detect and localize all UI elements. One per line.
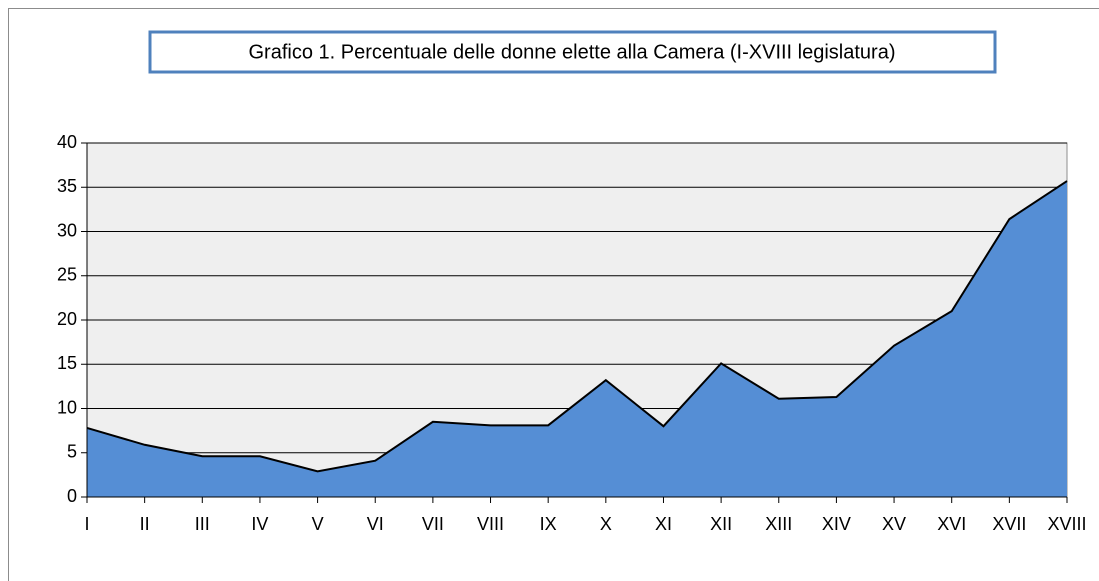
x-tick-label: V (312, 514, 324, 534)
x-tick-label: VIII (477, 514, 504, 534)
y-tick-label: 40 (57, 132, 77, 152)
y-tick-label: 5 (67, 442, 77, 462)
x-tick-label: VI (367, 514, 384, 534)
y-tick-label: 30 (57, 220, 77, 240)
x-tick-label: IX (540, 514, 557, 534)
area (87, 181, 1067, 497)
x-tick-label: X (600, 514, 612, 534)
area-line (86, 180, 1068, 473)
x-tick-label: XVIII (1047, 514, 1086, 534)
y-tick-label: 10 (57, 397, 77, 417)
title-box (148, 30, 997, 74)
y-tick-label: 20 (57, 309, 77, 329)
y-tick-label: 0 (67, 486, 77, 506)
chart-title: Grafico 1. Percentuale delle donne elett… (248, 41, 895, 63)
x-tick-label: XII (710, 514, 732, 534)
x-tick-label: VII (422, 514, 444, 534)
x-tick-label: XIII (765, 514, 792, 534)
x-tick-label: IV (251, 514, 268, 534)
x-tick-label: III (195, 514, 210, 534)
x-tick-label: XVII (992, 514, 1026, 534)
y-tick-label: 35 (57, 176, 77, 196)
x-tick-label: XV (882, 514, 906, 534)
x-tick-label: I (84, 514, 89, 534)
x-tick-label: II (140, 514, 150, 534)
x-tick-label: XIV (822, 514, 851, 534)
y-tick-label: 25 (57, 265, 77, 285)
x-tick-label: XI (655, 514, 672, 534)
x-tick-label: XVI (937, 514, 966, 534)
y-tick-label: 15 (57, 353, 77, 373)
